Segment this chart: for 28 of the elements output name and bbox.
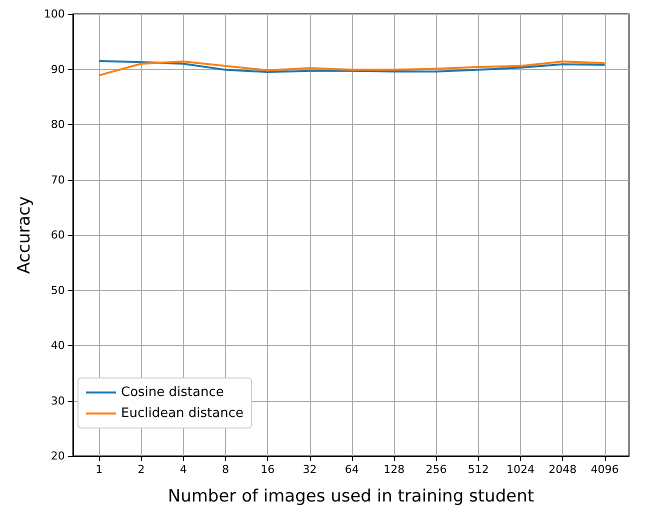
x-tick-label: 8 — [222, 463, 230, 476]
x-tick-label: 1 — [96, 463, 103, 476]
x-tick-label: 256 — [426, 463, 447, 476]
x-tick-label: 1024 — [506, 463, 534, 476]
y-tick-label: 40 — [50, 339, 65, 352]
x-tick-label: 4 — [180, 463, 187, 476]
x-tick-label: 512 — [468, 463, 489, 476]
y-tick-label: 30 — [50, 394, 65, 408]
x-tick-label: 4096 — [590, 463, 619, 476]
x-tick-label: 16 — [260, 463, 275, 476]
legend-label: Cosine distance — [121, 385, 224, 400]
x-tick-label: 64 — [344, 463, 359, 476]
y-tick-label: 90 — [50, 62, 65, 76]
y-tick-label: 70 — [50, 173, 65, 186]
y-tick-label: 80 — [50, 118, 65, 131]
x-tick-label: 2048 — [548, 463, 577, 476]
y-tick-label: 60 — [50, 228, 65, 242]
legend-label: Euclidean distance — [121, 406, 244, 421]
line-series — [98, 60, 606, 74]
x-tick-label: 2 — [138, 463, 145, 476]
y-axis-title: Accuracy — [14, 196, 34, 274]
y-tick-label: 20 — [50, 450, 65, 462]
x-tick-label: 128 — [384, 463, 405, 476]
y-tick-label: 50 — [50, 284, 65, 297]
x-tick-label: 32 — [302, 463, 317, 476]
line-series — [98, 60, 606, 76]
x-axis-title: Number of images used in training student — [168, 486, 534, 506]
y-tick-label: 100 — [44, 8, 65, 20]
